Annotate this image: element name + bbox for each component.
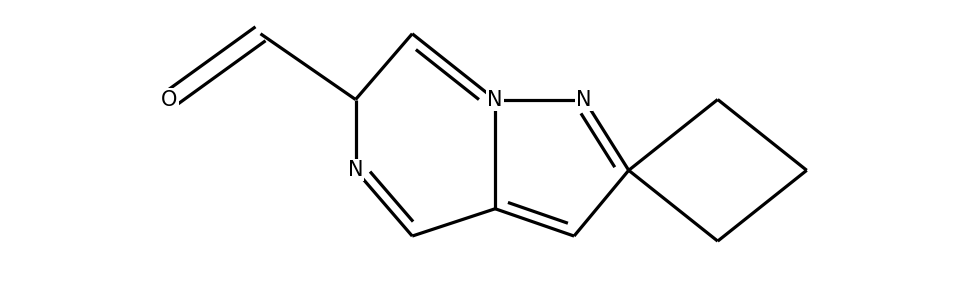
Text: N: N — [488, 90, 503, 110]
Text: N: N — [576, 90, 592, 110]
Text: N: N — [348, 160, 363, 180]
Text: O: O — [161, 90, 178, 110]
